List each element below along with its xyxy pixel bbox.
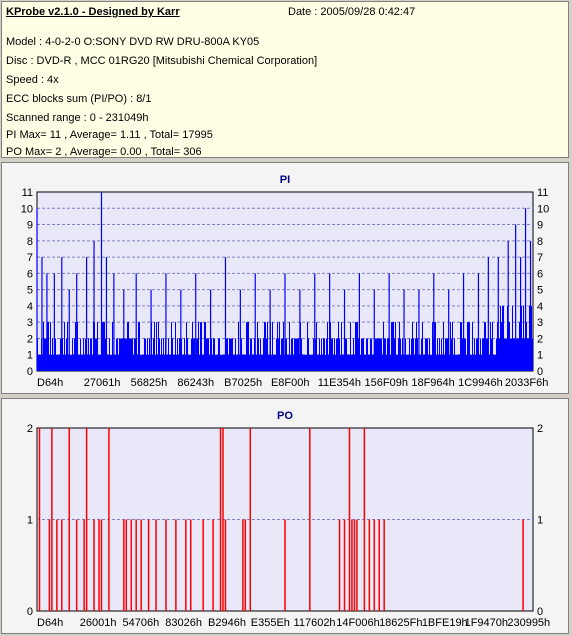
x-tick-label: 18625Fh [379,617,422,629]
po-chart-panel: PO 0 0 1 1 2 2 D64h 26001h 54706h 83026h B2946h E355… [1,398,569,634]
x-tick-label: 11E354h [318,377,361,389]
x-tick-label: 156F09h [365,377,408,389]
x-tick-label: B7025h [224,377,262,389]
chart-title: PO [277,410,293,422]
x-tick-label: 86243h [177,377,214,389]
x-tick-label: D64h [37,617,63,629]
x-tick-label: E8F00h [271,377,310,389]
x-tick-label: 26001h [80,617,117,629]
y-tick-left: 7 [27,252,33,264]
y-tick-right: 4 [537,301,543,313]
po-chart: PO 0 0 1 1 2 2 D64h 26001h 54706h 83026h B2946h E355… [27,410,550,629]
x-tick-label: D64h [37,377,63,389]
y-tick-right: 0 [537,366,543,378]
y-tick-left: 2 [27,333,33,345]
x-tick-label: 83026h [165,617,202,629]
y-tick-right: 2 [537,423,543,435]
y-tick-right: 11 [537,187,548,199]
y-tick-right: 2 [537,333,543,345]
x-tick-label: 1F9470h [465,617,508,629]
speed-line: Speed : 4x [6,74,59,86]
app-title: KProbe v2.1.0 - Designed by Karr [6,6,180,18]
y-tick-left: 1 [27,515,33,527]
x-tick-label: 1C9946h [458,377,503,389]
y-tick-left: 3 [27,317,33,329]
scan-date: Date : 2005/09/28 0:42:47 [288,6,416,18]
pi-chart-panel: PI 0 0 1 1 2 2 3 3 4 4 5 5 6 6 7 7 8 8 9 9 10 10 11 11 D64h 27061h… [1,162,569,394]
y-tick-left: 8 [27,236,33,248]
y-tick-right: 9 [537,220,543,232]
y-tick-left: 1 [27,350,33,362]
range-line: Scanned range : 0 - 231049h [6,112,149,124]
x-tick-label: 117602h [294,617,336,629]
x-tick-label: B2946h [208,617,246,629]
y-tick-right: 7 [537,252,543,264]
y-tick-right: 5 [537,285,543,297]
y-tick-right: 6 [537,268,543,280]
y-tick-left: 4 [27,301,33,313]
pi-summary-line: PI Max= 11 , Average= 1.11 , Total= 1799… [6,129,213,141]
y-tick-left: 2 [27,423,33,435]
y-tick-right: 8 [537,236,543,248]
y-tick-right: 0 [537,606,543,618]
y-tick-right: 10 [537,203,549,215]
y-tick-right: 1 [537,350,543,362]
ecc-line: ECC blocks sum (PI/PO) : 8/1 [6,93,152,105]
x-tick-label: 56825h [131,377,168,389]
y-tick-left: 5 [27,285,33,297]
y-tick-right: 3 [537,317,543,329]
x-tick-label: 18F964h [411,377,454,389]
x-tick-label: 2033F6h [505,377,548,389]
x-tick-label: E355Eh [251,617,290,629]
x-tick-label: 54706h [123,617,160,629]
y-tick-right: 1 [537,515,543,527]
po-summary-line: PO Max= 2 , Average= 0.00 , Total= 306 [6,146,202,158]
x-tick-label: 1BFE19h [422,617,468,629]
x-tick-label: 14F006h [336,617,379,629]
y-tick-left: 10 [21,203,33,215]
x-tick-label: 27061h [84,377,121,389]
chart-title: PI [280,174,290,186]
y-tick-left: 0 [27,606,33,618]
info-panel: KProbe v2.1.0 - Designed by Karr Date : … [1,1,569,158]
y-tick-left: 0 [27,366,33,378]
y-tick-left: 11 [22,187,33,199]
model-line: Model : 4-0-2-0 O:SONY DVD RW DRU-800A K… [6,36,260,48]
y-tick-left: 9 [27,220,33,232]
disc-line: Disc : DVD-R , MCC 01RG20 [Mitsubishi Ch… [6,55,318,67]
y-tick-left: 6 [27,268,33,280]
x-tick-label: 230995h [507,617,550,629]
